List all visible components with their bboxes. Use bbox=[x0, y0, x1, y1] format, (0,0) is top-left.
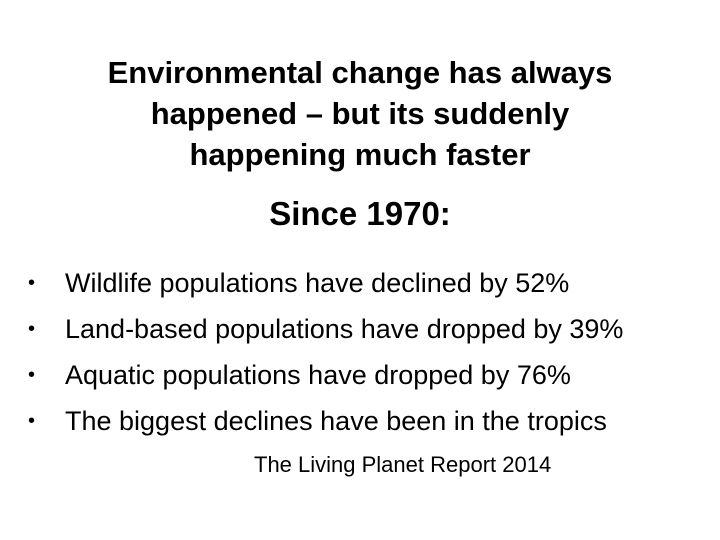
slide-subtitle: Since 1970: bbox=[269, 195, 451, 232]
bullet-text: Aquatic populations have dropped by 76% bbox=[65, 360, 571, 390]
bullet-dot-icon: • bbox=[28, 410, 36, 432]
bullet-text: The biggest declines have been in the tr… bbox=[65, 406, 607, 436]
bullet-item: • The biggest declines have been in the … bbox=[28, 398, 708, 444]
bullet-item: • Aquatic populations have dropped by 76… bbox=[28, 352, 708, 398]
bullet-dot-icon: • bbox=[28, 364, 36, 386]
source-citation: The Living Planet Report 2014 bbox=[254, 452, 552, 477]
bullet-list: • Wildlife populations have declined by … bbox=[28, 260, 708, 444]
bullet-text: Wildlife populations have declined by 52… bbox=[65, 268, 570, 298]
bullet-dot-icon: • bbox=[28, 318, 36, 340]
title-line: happening much faster bbox=[189, 137, 531, 172]
title-line: happened – but its suddenly bbox=[150, 96, 570, 131]
bullet-text: Land-based populations have dropped by 3… bbox=[65, 314, 624, 344]
bullet-dot-icon: • bbox=[28, 272, 36, 294]
title-line: Environmental change has always bbox=[107, 55, 613, 90]
bullet-item: • Wildlife populations have declined by … bbox=[28, 260, 708, 306]
slide-title: Environmental change has always happened… bbox=[40, 52, 680, 175]
bullet-item: • Land-based populations have dropped by… bbox=[28, 306, 708, 352]
